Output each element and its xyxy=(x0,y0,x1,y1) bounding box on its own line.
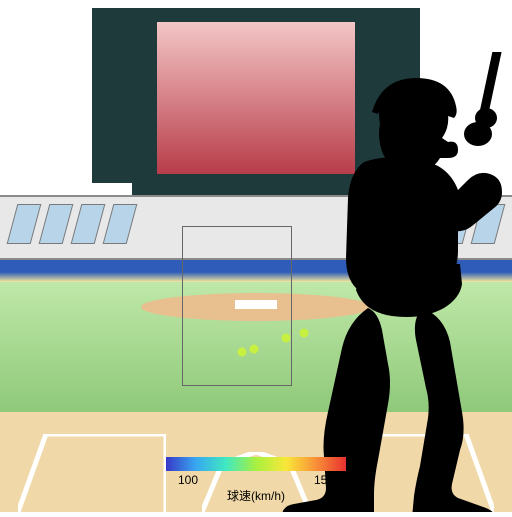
legend-ticks: 100 150 xyxy=(166,471,346,487)
legend-tick-150: 150 xyxy=(314,473,334,487)
stadium-window xyxy=(39,204,74,244)
legend-gradient-bar xyxy=(166,457,346,471)
pitch-location-diagram: 100 150 球速(km/h) xyxy=(0,0,512,512)
stadium-window xyxy=(103,204,138,244)
speed-legend: 100 150 球速(km/h) xyxy=(166,457,346,504)
legend-label: 球速(km/h) xyxy=(166,487,346,504)
batters-box-left xyxy=(18,434,166,512)
legend-tick-100: 100 xyxy=(178,473,198,487)
stadium-window xyxy=(7,204,42,244)
stadium-window xyxy=(71,204,106,244)
pitch-marker xyxy=(250,345,259,354)
pitch-marker xyxy=(238,348,247,357)
batter-silhouette xyxy=(272,52,512,512)
